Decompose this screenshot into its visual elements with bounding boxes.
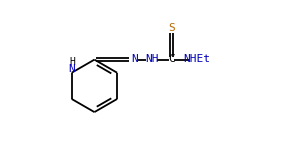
Text: S: S (168, 24, 175, 33)
Text: C: C (168, 54, 175, 64)
Text: H: H (70, 57, 75, 67)
Text: N: N (131, 54, 138, 64)
Text: N: N (68, 64, 75, 74)
Text: NHEt: NHEt (184, 54, 210, 64)
Text: NH: NH (145, 54, 158, 64)
